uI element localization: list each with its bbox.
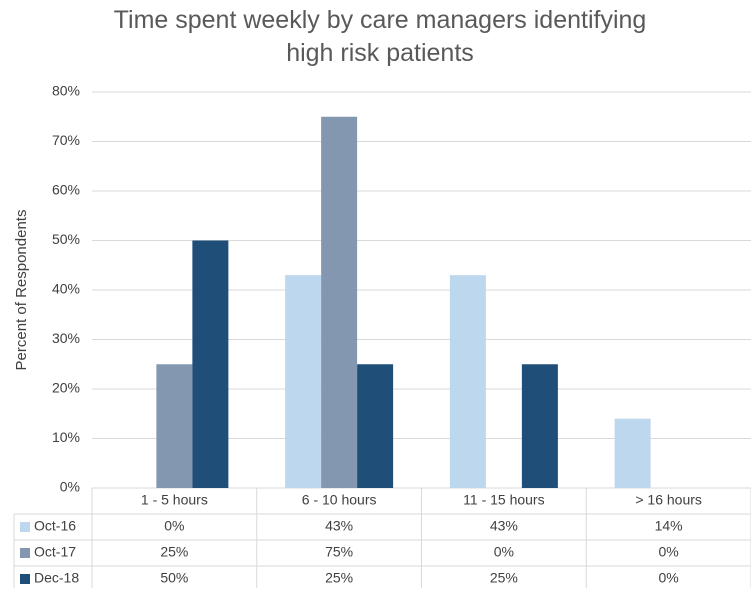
bar bbox=[357, 364, 394, 488]
bar bbox=[521, 364, 558, 488]
y-axis-label: Percent of Respondents bbox=[13, 210, 30, 371]
table-cell: 0% bbox=[659, 544, 679, 560]
table-cell: 25% bbox=[325, 570, 353, 586]
y-tick-label: 60% bbox=[52, 182, 80, 198]
table-cell: 43% bbox=[325, 518, 353, 534]
table-cell: 43% bbox=[490, 518, 518, 534]
x-tick-label: > 16 hours bbox=[635, 492, 702, 508]
bar bbox=[192, 240, 229, 488]
y-tick-label: 70% bbox=[52, 132, 80, 148]
table-cell: 14% bbox=[655, 518, 683, 534]
y-tick-label: 80% bbox=[52, 83, 80, 99]
bar bbox=[321, 116, 358, 488]
table-cell: 25% bbox=[160, 544, 188, 560]
bar bbox=[614, 418, 651, 488]
table-cell: 50% bbox=[160, 570, 188, 586]
y-tick-label: 50% bbox=[52, 231, 80, 247]
legend-label: Dec-18 bbox=[34, 570, 79, 586]
y-tick-label: 30% bbox=[52, 330, 80, 346]
y-tick-label: 20% bbox=[52, 380, 80, 396]
y-tick-label: 40% bbox=[52, 281, 80, 297]
y-tick-label: 10% bbox=[52, 429, 80, 445]
table-cell: 0% bbox=[494, 544, 514, 560]
table-cell: 75% bbox=[325, 544, 353, 560]
x-tick-label: 11 - 15 hours bbox=[463, 492, 544, 508]
chart-title: Time spent weekly by care managers ident… bbox=[113, 6, 647, 67]
table-cell: 0% bbox=[164, 518, 184, 534]
table-cell: 25% bbox=[490, 570, 518, 586]
legend-swatch bbox=[20, 574, 30, 584]
legend-swatch bbox=[20, 522, 30, 532]
legend-swatch bbox=[20, 548, 30, 558]
table-cell: 0% bbox=[659, 570, 679, 586]
x-tick-label: 1 - 5 hours bbox=[141, 492, 208, 508]
legend-label: Oct-16 bbox=[34, 518, 76, 534]
legend-label: Oct-17 bbox=[34, 544, 76, 560]
x-tick-label: 6 - 10 hours bbox=[302, 492, 377, 508]
bar bbox=[156, 364, 193, 488]
y-tick-label: 0% bbox=[60, 479, 80, 495]
bar bbox=[449, 275, 486, 488]
bar bbox=[285, 275, 322, 488]
